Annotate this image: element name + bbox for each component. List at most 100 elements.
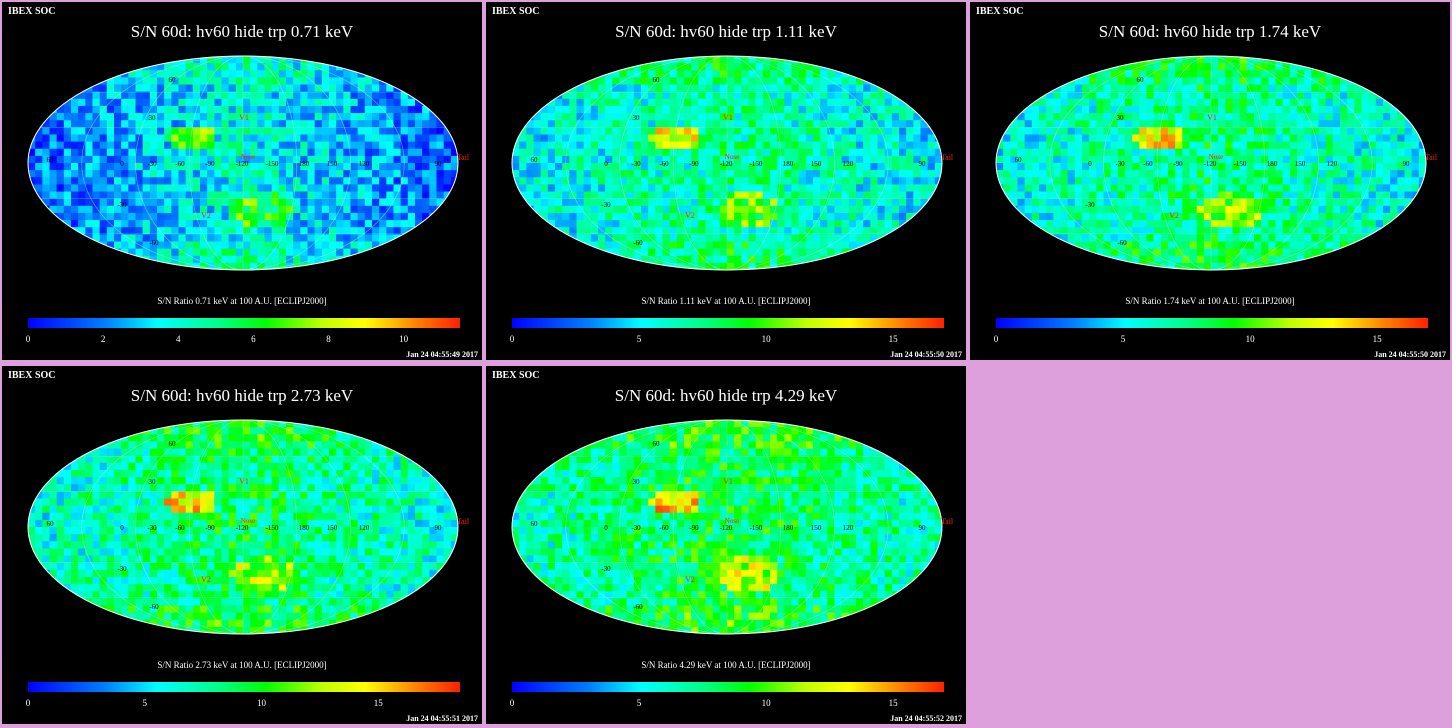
scale-caption: S/N Ratio 1.11 keV at 100 A.U. [ECLIPJ20…	[641, 296, 811, 306]
scale-tick: 2	[100, 334, 106, 344]
scale-tick: 0	[509, 698, 515, 708]
lat-label: 60	[1137, 76, 1145, 84]
lon-label: 60	[47, 156, 55, 164]
lon-label: -30	[147, 524, 157, 532]
scale-tick: 10	[1245, 334, 1255, 344]
sky-map: 60 30 -30 -60 60 0 -30 -60 -90 -120 -150 180 150 120 9…	[511, 55, 954, 271]
lat-label: 30	[633, 114, 641, 122]
lon-label: 60	[1015, 156, 1023, 164]
v1-marker: V1	[723, 113, 733, 122]
scale-tick: 10	[399, 334, 409, 344]
scale-tick: 15	[888, 698, 898, 708]
scale-tick: 0	[993, 334, 999, 344]
nose-marker: Nose	[725, 517, 739, 525]
scale-caption: S/N Ratio 1.74 keV at 100 A.U. [ECLIPJ20…	[1125, 296, 1295, 306]
color-scale-bar	[28, 682, 460, 692]
map-title: S/N 60d: hv60 hide trp 1.11 keV	[615, 22, 837, 41]
lon-label: -120	[236, 160, 249, 168]
lon-label: -30	[631, 160, 641, 168]
timestamp: Jan 24 04:55:52 2017	[890, 714, 962, 723]
map-pixels	[996, 56, 1426, 270]
lat-label: 30	[149, 478, 157, 486]
tail-marker: Tail	[1425, 153, 1438, 162]
lat-label: 60	[169, 440, 177, 448]
lon-label: 60	[531, 520, 539, 528]
map-panel: 60 30 -30 -60 60 0 -30 -60 -90 -120 -150 180 150 120 9…	[486, 366, 966, 724]
map-panel: 60 30 -30 -60 60 0 -30 -60 -90 -120 -150 180 150 120 9…	[486, 2, 966, 360]
lon-label: 120	[843, 524, 854, 532]
scale-tick: 5	[142, 698, 148, 708]
sky-map: 60 30 -30 -60 60 0 -30 -60 -90 -120 -150 180 150 120 9…	[995, 55, 1438, 271]
lon-label: -120	[720, 160, 733, 168]
scale-tick: 10	[761, 334, 771, 344]
tail-marker: Tail	[457, 153, 470, 162]
color-scale-bar	[512, 318, 944, 328]
scale-tick: 6	[251, 334, 256, 344]
lon-label: 180	[783, 160, 794, 168]
lon-label: -120	[1204, 160, 1217, 168]
lon-label: -90	[205, 160, 215, 168]
v1-marker: V1	[239, 477, 249, 486]
scale-tick: 5	[1120, 334, 1126, 344]
lon-label: 120	[1327, 160, 1338, 168]
lon-label: 90	[919, 524, 927, 532]
lat-label: 30	[149, 114, 157, 122]
tail-marker: Tail	[941, 517, 954, 526]
lon-label: -150	[266, 524, 279, 532]
lon-label: 180	[783, 524, 794, 532]
map-title: S/N 60d: hv60 hide trp 2.73 keV	[130, 386, 354, 405]
lon-label: -60	[659, 160, 669, 168]
lon-label: -150	[266, 160, 279, 168]
lon-label: 180	[299, 524, 310, 532]
nose-marker: Nose	[725, 153, 739, 161]
color-scale-bar	[28, 318, 460, 328]
sky-map: 60 30 -30 -60 60 0 -30 -60 -90 -120 -150 180 150 120 9…	[27, 419, 470, 635]
lat-label: -60	[633, 603, 643, 611]
lon-label: -30	[1115, 160, 1125, 168]
scale-tick: 4	[176, 334, 181, 344]
lon-label: 0	[120, 160, 124, 168]
lat-label: 30	[633, 478, 641, 486]
lat-label: -60	[1117, 239, 1127, 247]
timestamp: Jan 24 04:55:50 2017	[890, 350, 962, 359]
lat-label: 60	[653, 76, 661, 84]
lon-label: -150	[750, 524, 763, 532]
timestamp: Jan 24 04:55:49 2017	[406, 350, 478, 359]
nose-marker: Nose	[241, 153, 255, 161]
soc-header: IBEX SOC	[492, 6, 540, 17]
lat-label: 60	[169, 76, 177, 84]
lon-label: -90	[689, 160, 699, 168]
lon-label: 60	[531, 156, 539, 164]
lon-label: 0	[1088, 160, 1092, 168]
lon-label: 120	[359, 524, 370, 532]
lon-label: -30	[147, 160, 157, 168]
lon-label: 0	[120, 524, 124, 532]
map-title: S/N 60d: hv60 hide trp 1.74 keV	[1098, 22, 1322, 41]
lon-label: -60	[659, 524, 669, 532]
tail-marker: Tail	[941, 153, 954, 162]
map-title: S/N 60d: hv60 hide trp 4.29 keV	[614, 386, 838, 405]
sky-map: 60 30 -30 -60 60 0 -30 -60 -90 -120 -150 180 150 120 9…	[511, 419, 954, 635]
lat-label: -30	[117, 565, 127, 573]
timestamp: Jan 24 04:55:50 2017	[1374, 350, 1446, 359]
lon-label: -60	[175, 524, 185, 532]
scale-tick: 0	[25, 334, 31, 344]
soc-header: IBEX SOC	[8, 6, 56, 17]
scale-tick: 15	[373, 698, 383, 708]
v1-marker: V1	[723, 477, 733, 486]
soc-header: IBEX SOC	[976, 6, 1024, 17]
lat-label: -30	[601, 565, 611, 573]
lon-label: -90	[689, 524, 699, 532]
lon-label: 60	[47, 520, 55, 528]
scale-tick: 0	[509, 334, 515, 344]
lon-label: 90	[1403, 160, 1411, 168]
scale-caption: S/N Ratio 0.71 keV at 100 A.U. [ECLIPJ20…	[157, 296, 327, 306]
lon-label: -60	[1143, 160, 1153, 168]
color-scale-bar	[512, 682, 944, 692]
v2-marker: V2	[685, 575, 695, 584]
v1-marker: V1	[239, 113, 249, 122]
scale-tick: 10	[257, 698, 266, 708]
lon-label: -150	[750, 160, 763, 168]
lon-label: 150	[327, 160, 338, 168]
v2-marker: V2	[201, 575, 211, 584]
